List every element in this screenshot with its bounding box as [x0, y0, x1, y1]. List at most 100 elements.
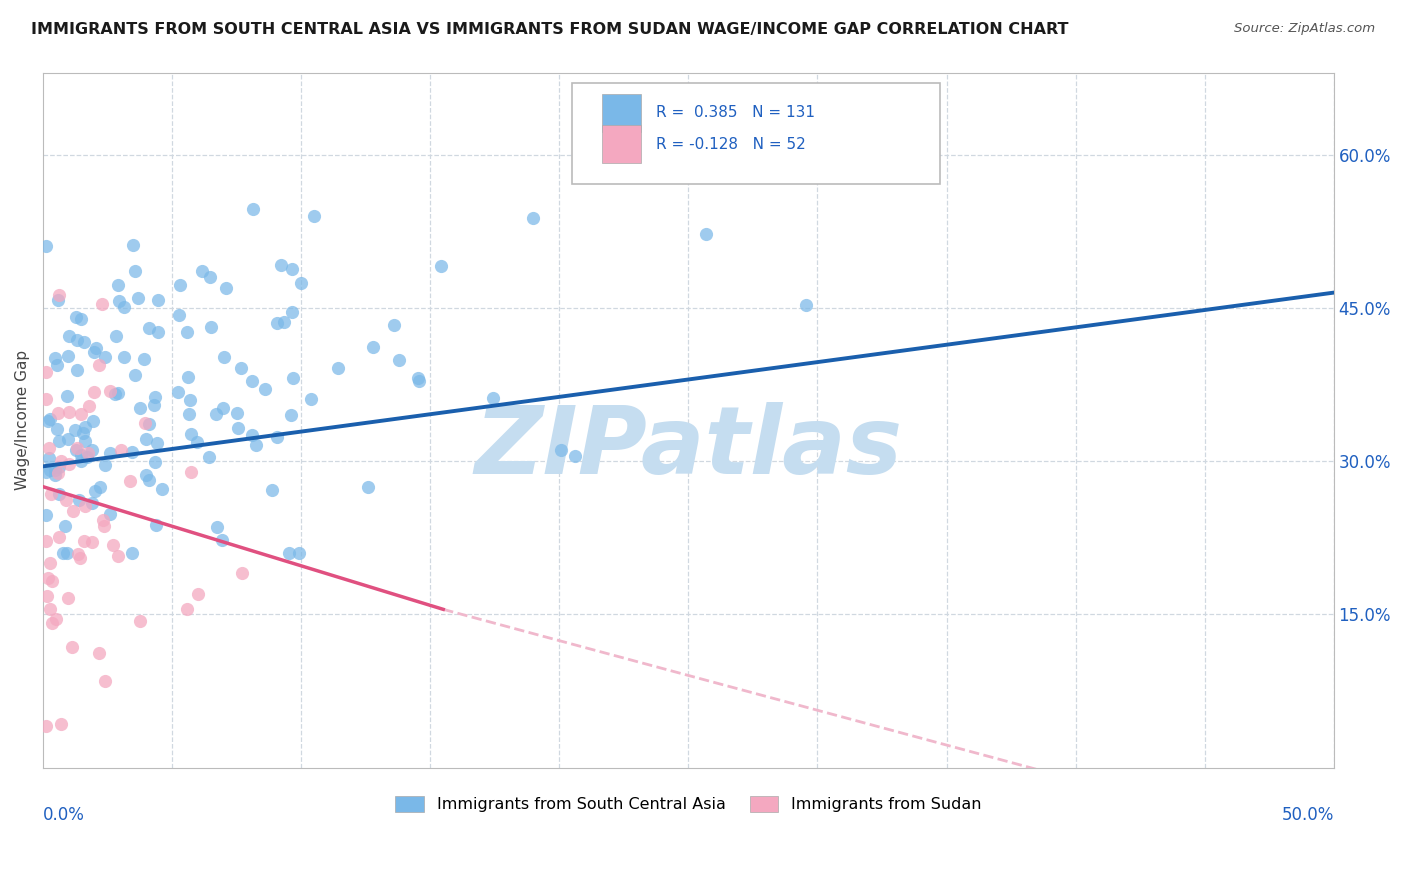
Point [39, 463, 62, 477]
Point [56, 546, 79, 560]
Point [143, 390, 166, 404]
Point [39, 486, 62, 500]
Point [73, 420, 96, 434]
Point [127, 291, 149, 305]
Text: IMMIGRANTS FROM SOUTH CENTRAL ASIA VS IMMIGRANTS FROM SUDAN WAGE/INCOME GAP CORR: IMMIGRANTS FROM SOUTH CENTRAL ASIA VS IM… [31, 22, 1069, 37]
Point [63, 423, 86, 437]
Point [215, 281, 238, 295]
Point [73, 500, 96, 514]
Point [129, 401, 152, 415]
Point [794, 297, 817, 311]
Point [107, 549, 129, 563]
Point [83, 344, 105, 359]
Point [212, 401, 235, 415]
Point [482, 391, 505, 405]
Point [150, 482, 173, 496]
Point [522, 211, 544, 226]
Point [129, 614, 152, 628]
Point [266, 316, 288, 330]
Point [39, 412, 62, 426]
Point [186, 435, 208, 450]
Point [121, 546, 143, 560]
Point [69, 551, 91, 566]
Point [429, 260, 451, 274]
Point [146, 293, 169, 307]
Bar [602, 94, 641, 132]
Point [145, 455, 167, 469]
Point [51, 717, 73, 731]
Text: R = -0.128   N = 52: R = -0.128 N = 52 [657, 136, 806, 152]
Point [35, 508, 58, 522]
Point [146, 436, 169, 450]
Point [82, 496, 104, 510]
Point [302, 209, 325, 223]
Point [35, 533, 58, 548]
Point [177, 407, 200, 421]
Point [226, 407, 249, 421]
Point [58, 457, 80, 471]
Point [83, 385, 105, 400]
Point [38, 451, 60, 466]
Point [35, 238, 58, 252]
Point [76, 450, 98, 464]
Point [87, 358, 110, 372]
Point [388, 353, 411, 368]
Point [382, 318, 405, 333]
Point [48, 459, 70, 474]
Point [361, 340, 384, 354]
Point [66, 362, 89, 376]
Point [280, 408, 302, 422]
Point [66, 333, 89, 347]
Point [69, 407, 91, 421]
Point [48, 434, 70, 449]
Point [90, 297, 112, 311]
Point [245, 438, 267, 452]
Point [70, 448, 93, 462]
Point [104, 387, 127, 401]
Point [190, 263, 212, 277]
Point [240, 427, 263, 442]
Point [277, 546, 299, 560]
Point [66, 441, 89, 455]
Point [138, 473, 160, 487]
Point [100, 384, 122, 399]
Point [212, 350, 235, 364]
Point [66, 547, 89, 561]
Point [77, 446, 100, 460]
Point [41, 574, 63, 588]
Point [231, 566, 253, 580]
Point [83, 484, 105, 499]
Point [58, 329, 80, 343]
Point [104, 329, 127, 343]
Point [262, 483, 284, 497]
Point [167, 384, 190, 399]
Point [75, 434, 97, 449]
Point [56, 389, 79, 403]
Point [56, 591, 79, 606]
Point [143, 398, 166, 412]
Point [58, 349, 80, 363]
Point [48, 487, 70, 501]
Point [124, 368, 146, 382]
Point [145, 518, 167, 533]
Point [112, 350, 135, 364]
Point [288, 546, 311, 560]
Point [240, 374, 263, 388]
Point [72, 425, 94, 440]
Point [408, 371, 430, 385]
Point [180, 427, 202, 442]
Point [91, 513, 114, 527]
Point [94, 458, 117, 473]
Point [124, 264, 146, 278]
Point [205, 520, 228, 534]
Point [180, 465, 202, 479]
Point [326, 360, 349, 375]
Point [44, 351, 66, 365]
Point [44, 463, 66, 477]
Point [179, 392, 201, 407]
Y-axis label: Wage/Income Gap: Wage/Income Gap [15, 351, 30, 491]
Point [69, 312, 91, 326]
Point [408, 374, 430, 388]
Point [89, 480, 111, 494]
Point [132, 351, 155, 366]
